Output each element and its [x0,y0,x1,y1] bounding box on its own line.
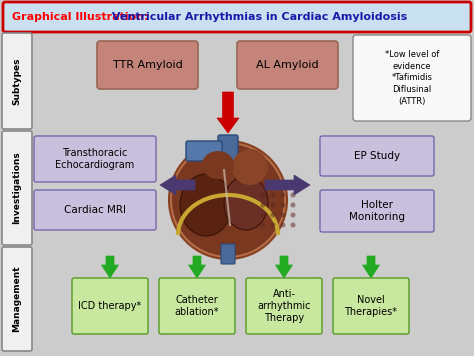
Ellipse shape [291,193,295,198]
Ellipse shape [271,213,275,218]
Ellipse shape [291,213,295,218]
Polygon shape [189,256,206,278]
Polygon shape [101,256,118,278]
Ellipse shape [281,213,285,218]
Ellipse shape [271,203,275,208]
Ellipse shape [169,141,287,259]
FancyBboxPatch shape [72,278,148,334]
Ellipse shape [261,222,265,227]
Polygon shape [363,256,380,278]
Ellipse shape [202,151,234,179]
FancyBboxPatch shape [3,2,471,32]
Ellipse shape [172,144,284,256]
FancyBboxPatch shape [186,141,222,161]
FancyBboxPatch shape [2,33,32,129]
Ellipse shape [224,176,268,230]
Ellipse shape [261,213,265,218]
Ellipse shape [180,174,232,236]
FancyBboxPatch shape [320,136,434,176]
Ellipse shape [281,183,285,188]
Text: Investigations: Investigations [12,152,21,224]
Text: EP Study: EP Study [354,151,400,161]
Ellipse shape [271,193,275,198]
Text: Anti-
arrhythmic
Therapy: Anti- arrhythmic Therapy [257,289,311,323]
Ellipse shape [281,222,285,227]
Text: TTR Amyloid: TTR Amyloid [113,60,182,70]
Text: Subtypes: Subtypes [12,57,21,105]
Text: ICD therapy*: ICD therapy* [78,301,142,311]
Ellipse shape [281,193,285,198]
FancyBboxPatch shape [2,247,32,351]
Ellipse shape [291,183,295,188]
Ellipse shape [271,222,275,227]
Ellipse shape [291,203,295,208]
Ellipse shape [261,203,265,208]
FancyBboxPatch shape [34,190,156,230]
FancyBboxPatch shape [159,278,235,334]
Text: Management: Management [12,266,21,332]
Ellipse shape [281,203,285,208]
Polygon shape [275,256,292,278]
Text: Transthoracic
Echocardiogram: Transthoracic Echocardiogram [55,148,135,170]
FancyBboxPatch shape [97,41,198,89]
FancyBboxPatch shape [237,41,338,89]
Polygon shape [217,92,239,133]
FancyBboxPatch shape [333,278,409,334]
Ellipse shape [261,193,265,198]
Ellipse shape [261,183,265,188]
Text: Novel
Therapies*: Novel Therapies* [345,295,398,317]
Text: Graphical Illustration:: Graphical Illustration: [12,12,149,22]
Text: *Low level of
evidence
*Tafimidis
Diflusinal
(ATTR): *Low level of evidence *Tafimidis Diflus… [385,50,439,106]
Polygon shape [160,175,195,195]
FancyBboxPatch shape [218,135,238,169]
Text: Cardiac MRI: Cardiac MRI [64,205,126,215]
Text: AL Amyloid: AL Amyloid [256,60,319,70]
Polygon shape [265,175,310,195]
Ellipse shape [271,183,275,188]
FancyBboxPatch shape [2,131,32,245]
FancyBboxPatch shape [246,278,322,334]
Text: Ventricular Arrhythmias in Cardiac Amyloidosis: Ventricular Arrhythmias in Cardiac Amylo… [108,12,407,22]
Text: Catheter
ablation*: Catheter ablation* [175,295,219,317]
FancyBboxPatch shape [34,136,156,182]
FancyBboxPatch shape [353,35,471,121]
FancyBboxPatch shape [221,244,235,264]
Ellipse shape [291,222,295,227]
FancyBboxPatch shape [320,190,434,232]
Ellipse shape [232,149,268,185]
Text: Holter
Monitoring: Holter Monitoring [349,200,405,222]
